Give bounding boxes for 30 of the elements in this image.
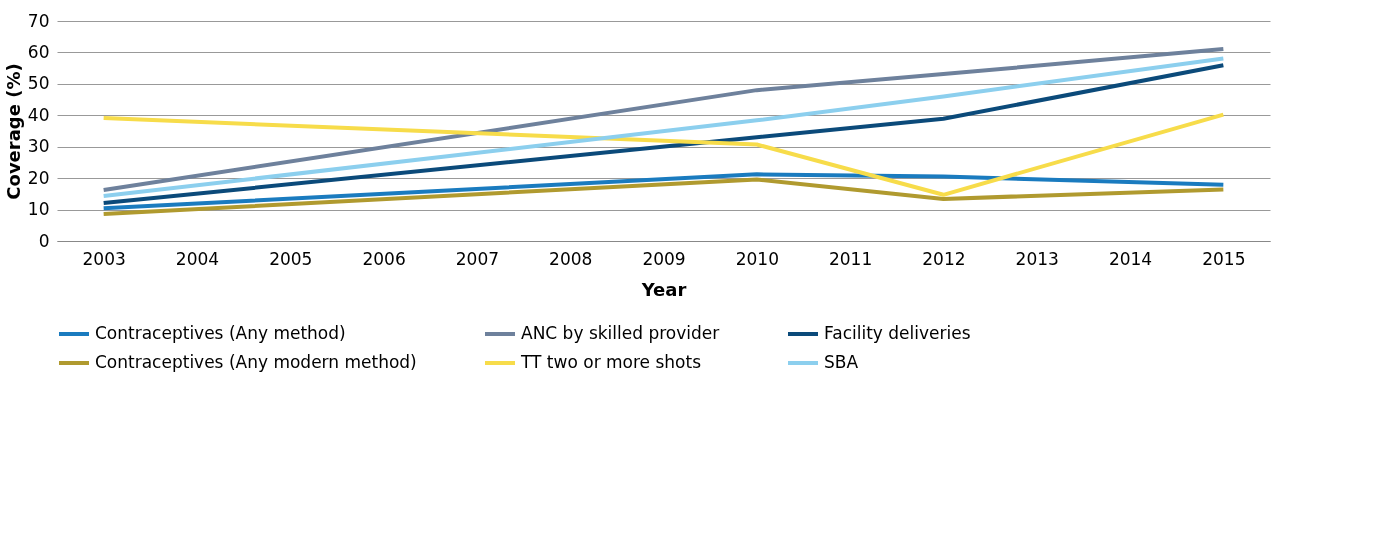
x-tick-label: 2006 [362,248,406,269]
y-tick-label: 20 [27,167,50,188]
line-series [101,112,1226,197]
y-tick-label: 70 [27,10,50,31]
x-tick-label: 2003 [82,248,126,269]
x-tick-label: 2010 [735,248,779,269]
y-tick-label: 0 [38,230,50,251]
legend-label: Facility deliveries [824,323,971,343]
x-axis-title: Year [640,278,687,300]
x-tick-label: 2014 [1108,248,1153,269]
y-tick-label: 40 [27,104,50,125]
y-axis-title: Coverage (%) [2,63,24,200]
x-tick-label: 2011 [828,248,873,269]
x-tick-label: 2008 [549,248,593,269]
x-tick-label: 2013 [1015,248,1059,269]
legend-label: ANC by skilled provider [521,323,720,343]
legend-label: Contraceptives (Any method) [95,323,346,343]
y-tick-label: 50 [27,73,50,94]
x-tick-label: 2009 [642,248,686,269]
x-tick-label: 2012 [922,248,966,269]
x-tick-label: 2007 [455,248,500,269]
legend-label: SBA [824,352,859,372]
legend-label: TT two or more shots [520,352,702,372]
y-tick-label: 60 [27,41,50,62]
y-tick-label: 30 [27,136,50,157]
x-tick-label: 2004 [175,248,220,269]
y-tick-label: 10 [27,199,50,220]
x-tick-label: 2015 [1202,248,1246,269]
legend-label: Contraceptives (Any modern method) [95,352,417,372]
x-tick-label: 2005 [269,248,313,269]
